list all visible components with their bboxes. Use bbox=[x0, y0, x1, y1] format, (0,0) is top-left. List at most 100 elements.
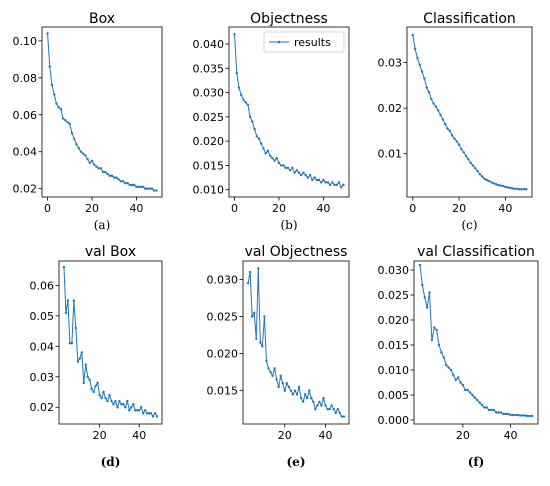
chart-3-axes-frame bbox=[58, 260, 163, 425]
chart-5-point bbox=[518, 414, 522, 417]
chart-1-point bbox=[266, 149, 270, 153]
chart-5-point bbox=[471, 393, 474, 397]
chart-1-legend-box bbox=[263, 31, 345, 53]
chart-2-point bbox=[460, 147, 463, 151]
chart-3-point bbox=[72, 299, 76, 302]
chart-4-point bbox=[338, 411, 342, 415]
chart-4-point bbox=[255, 337, 258, 340]
chart-2-point bbox=[494, 183, 498, 186]
chart-4-point bbox=[259, 341, 262, 344]
chart-4-ytick-label: 0.020 bbox=[207, 348, 239, 361]
chart-5-point bbox=[475, 398, 479, 402]
chart-1-point bbox=[331, 181, 334, 184]
chart-4-point bbox=[279, 374, 282, 378]
chart-5-point bbox=[447, 366, 450, 369]
chart-1-point bbox=[271, 156, 274, 160]
chart-3-point bbox=[141, 412, 145, 415]
chart-2-point bbox=[457, 143, 461, 146]
chart-box: Box 0 20 40 0.02 0.04 0.06 0.08 0.10 (a) bbox=[13, 11, 163, 232]
chart-4-point bbox=[320, 404, 323, 407]
chart-5-point bbox=[521, 414, 524, 417]
chart-4-point bbox=[316, 404, 319, 407]
chart-4-point bbox=[281, 382, 284, 385]
chart-1-point bbox=[273, 159, 276, 162]
chart-4-point bbox=[246, 282, 250, 285]
chart-3-point bbox=[122, 402, 125, 406]
chart-0-xtick-label: 20 bbox=[85, 202, 99, 215]
chart-4-point bbox=[310, 396, 313, 400]
chart-0-series-line bbox=[47, 33, 157, 192]
chart-4-point bbox=[297, 385, 301, 389]
chart-5-point bbox=[444, 363, 448, 367]
chart-1-point bbox=[313, 176, 316, 179]
chart-2-ytick-label: 0.01 bbox=[378, 148, 403, 161]
chart-1-point bbox=[275, 156, 278, 160]
chart-0-point bbox=[148, 187, 151, 190]
chart-1-point bbox=[282, 164, 285, 167]
chart-4-point bbox=[267, 367, 270, 370]
chart-0-point bbox=[95, 165, 98, 168]
chart-0-point bbox=[155, 189, 158, 192]
chart-1-point bbox=[308, 173, 312, 177]
chart-3-point bbox=[80, 351, 83, 354]
chart-0-point bbox=[73, 137, 76, 140]
chart-3-point bbox=[126, 399, 129, 403]
chart-val-box: val Box 20 40 0.02 0.03 0.04 0.05 0.06 (d) bbox=[30, 244, 163, 469]
chart-0-point bbox=[106, 172, 109, 176]
chart-2-series-line bbox=[412, 35, 527, 190]
chart-5-point bbox=[468, 391, 472, 394]
chart-5-ytick-label: 0.005 bbox=[378, 389, 410, 402]
chart-0-point bbox=[70, 132, 74, 135]
chart-4-point bbox=[308, 389, 311, 392]
chart-2-point bbox=[506, 186, 509, 189]
chart-3-point bbox=[110, 399, 113, 403]
chart-5-point bbox=[423, 296, 426, 299]
chart-4-point bbox=[275, 378, 278, 381]
chart-1-point bbox=[257, 137, 261, 140]
chart-3-ytick-label: 0.04 bbox=[30, 340, 55, 353]
chart-5-point bbox=[514, 413, 517, 417]
chart-5-point bbox=[454, 378, 457, 382]
chart-4-point bbox=[271, 374, 274, 378]
chart-2-xtick-label: 20 bbox=[452, 202, 466, 215]
chart-4-point bbox=[322, 396, 325, 400]
chart-0-point bbox=[108, 174, 111, 177]
chart-5-point bbox=[495, 411, 498, 414]
chart-2-point bbox=[501, 184, 505, 188]
chart-2-point bbox=[464, 154, 468, 158]
chart-4-ytick-label: 0.025 bbox=[207, 311, 239, 324]
chart-2-caption: (c) bbox=[461, 218, 477, 232]
chart-5-point bbox=[459, 381, 462, 384]
chart-0-point bbox=[59, 108, 63, 111]
chart-3-point bbox=[128, 409, 131, 412]
chart-3-point bbox=[132, 402, 135, 406]
chart-objectness: Objectness 0 20 40 0.010 0.015 0.020 0.025 0.030… bbox=[193, 11, 350, 232]
chart-4-ytick-label: 0.030 bbox=[207, 274, 239, 287]
chart-1-point bbox=[233, 33, 236, 36]
chart-0-point bbox=[66, 120, 69, 124]
chart-4-point bbox=[287, 385, 291, 389]
chart-5-point bbox=[437, 343, 441, 347]
chart-3-point bbox=[130, 406, 133, 409]
chart-val-classification: val Classification 20 40 0.000 0.005 0.010 0.0… bbox=[378, 244, 539, 469]
chart-5-point bbox=[449, 368, 453, 372]
chart-2-point bbox=[455, 140, 458, 143]
chart-5-series-line bbox=[419, 264, 533, 417]
chart-1-point bbox=[288, 169, 292, 172]
chart-0-point bbox=[101, 170, 105, 174]
chart-5-ytick-label: 0.015 bbox=[378, 339, 410, 352]
chart-0-ytick-label: 0.08 bbox=[13, 72, 38, 85]
chart-5-point bbox=[499, 411, 503, 414]
chart-3-point bbox=[62, 265, 66, 269]
chart-3-title: val Box bbox=[85, 244, 136, 260]
chart-3-point bbox=[68, 342, 72, 345]
chart-2-point bbox=[425, 86, 428, 89]
chart-5-ytick-label: 0.030 bbox=[378, 264, 410, 277]
chart-4-axes-frame bbox=[242, 260, 350, 425]
chart-2-point bbox=[487, 179, 491, 183]
chart-2-point bbox=[411, 34, 414, 37]
chart-2-ytick-label: 0.02 bbox=[378, 102, 403, 115]
chart-1-point bbox=[268, 154, 272, 157]
chart-5-xtick-label: 40 bbox=[504, 429, 518, 442]
chart-4-point bbox=[248, 270, 252, 274]
